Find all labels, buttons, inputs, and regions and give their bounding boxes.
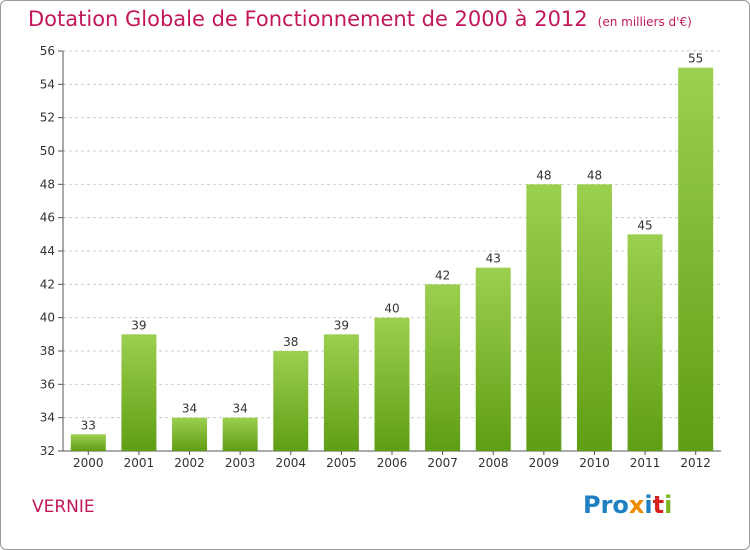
x-tick-label-2001: 2001	[124, 456, 155, 470]
bar-2010	[576, 184, 612, 452]
place-name: VERNIE	[32, 497, 95, 517]
y-tick-label: 32	[40, 444, 55, 458]
chart-subtitle: (en milliers d'€)	[597, 15, 692, 29]
bar-2009	[526, 184, 562, 452]
bar-2004	[273, 351, 309, 451]
value-label-2000: 33	[81, 418, 96, 432]
x-tick-label-2010: 2010	[579, 456, 610, 470]
value-label-2004: 38	[283, 335, 298, 349]
bar-2001	[121, 334, 157, 451]
y-tick-label: 44	[40, 244, 55, 258]
proxiti-logo: Proxiti	[583, 491, 673, 519]
bar-2002	[172, 417, 208, 451]
value-label-2002: 34	[182, 402, 197, 416]
bar-2005	[323, 334, 359, 451]
value-label-2009: 48	[536, 168, 551, 182]
labels: 32 34 36 38 40 42 44 46 48 50 52 54 56 33 2000 39 2001 34…	[40, 44, 711, 470]
value-label-2005: 39	[334, 318, 349, 332]
x-tick-label-2012: 2012	[680, 456, 711, 470]
x-tick-label-2005: 2005	[326, 456, 357, 470]
bar-2000	[70, 434, 106, 451]
value-label-2001: 39	[131, 318, 146, 332]
x-tick-label-2007: 2007	[427, 456, 458, 470]
y-tick-label: 54	[40, 77, 55, 91]
bar-2011	[627, 234, 663, 451]
value-label-2012: 55	[688, 52, 703, 66]
value-label-2007: 42	[435, 268, 450, 282]
x-tick-label-2011: 2011	[630, 456, 661, 470]
y-tick-label: 50	[40, 144, 55, 158]
bar-2003	[222, 417, 258, 451]
y-tick-label: 34	[40, 411, 55, 425]
x-tick-label-2008: 2008	[478, 456, 509, 470]
bar-2007	[425, 284, 461, 451]
y-tick-label: 38	[40, 344, 55, 358]
x-tick-label-2003: 2003	[225, 456, 256, 470]
x-tick-label-2004: 2004	[275, 456, 306, 470]
y-tick-label: 48	[40, 177, 55, 191]
value-label-2010: 48	[587, 168, 602, 182]
y-tick-label: 42	[40, 277, 55, 291]
y-tick-label: 56	[40, 44, 55, 58]
value-label-2003: 34	[233, 402, 248, 416]
bar-2008	[475, 267, 511, 451]
x-tick-label-2006: 2006	[377, 456, 408, 470]
chart-title-text: Dotation Globale de Fonctionnement de 20…	[28, 7, 588, 31]
x-tick-label-2002: 2002	[174, 456, 205, 470]
bar-2006	[374, 317, 410, 451]
y-tick-label: 46	[40, 211, 55, 225]
x-tick-label-2009: 2009	[529, 456, 560, 470]
y-tick-label: 40	[40, 311, 55, 325]
value-label-2011: 45	[637, 218, 652, 232]
value-label-2006: 40	[384, 302, 399, 316]
bar-2012	[678, 67, 714, 452]
y-tick-label: 52	[40, 111, 55, 125]
bars	[70, 67, 714, 452]
chart-title: Dotation Globale de Fonctionnement de 20…	[28, 7, 692, 31]
y-tick-label: 36	[40, 377, 55, 391]
x-tick-label-2000: 2000	[73, 456, 104, 470]
value-label-2008: 43	[486, 252, 501, 266]
